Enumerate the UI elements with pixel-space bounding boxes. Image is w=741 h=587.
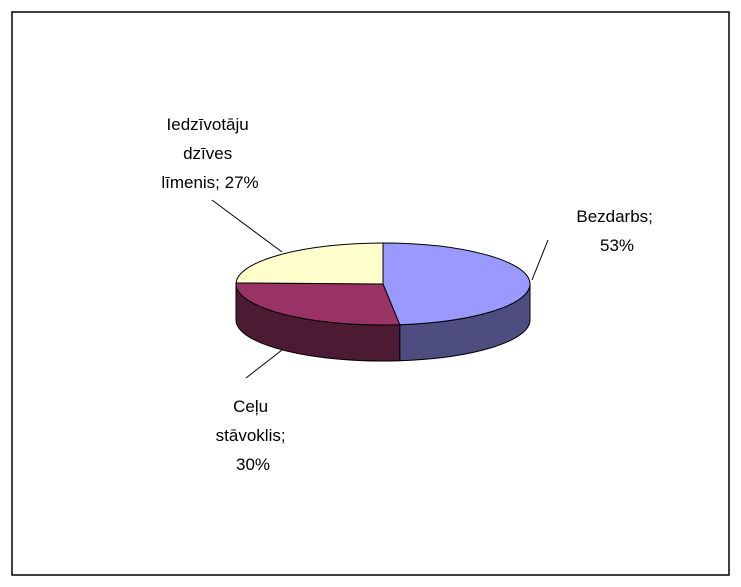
leader-line: [531, 239, 549, 281]
data-label: Bezdarbs; 53%: [576, 207, 657, 255]
leader-line: [211, 199, 283, 253]
pie-slice: [382, 242, 531, 326]
data-label: Iedzīvotāju dzīves līmenis; 27%: [161, 115, 258, 192]
pie-slice: [235, 282, 401, 326]
pie-slice: [235, 242, 384, 285]
data-label: Ceļu stāvoklis; 30%: [216, 397, 291, 474]
leader-line: [245, 349, 283, 379]
